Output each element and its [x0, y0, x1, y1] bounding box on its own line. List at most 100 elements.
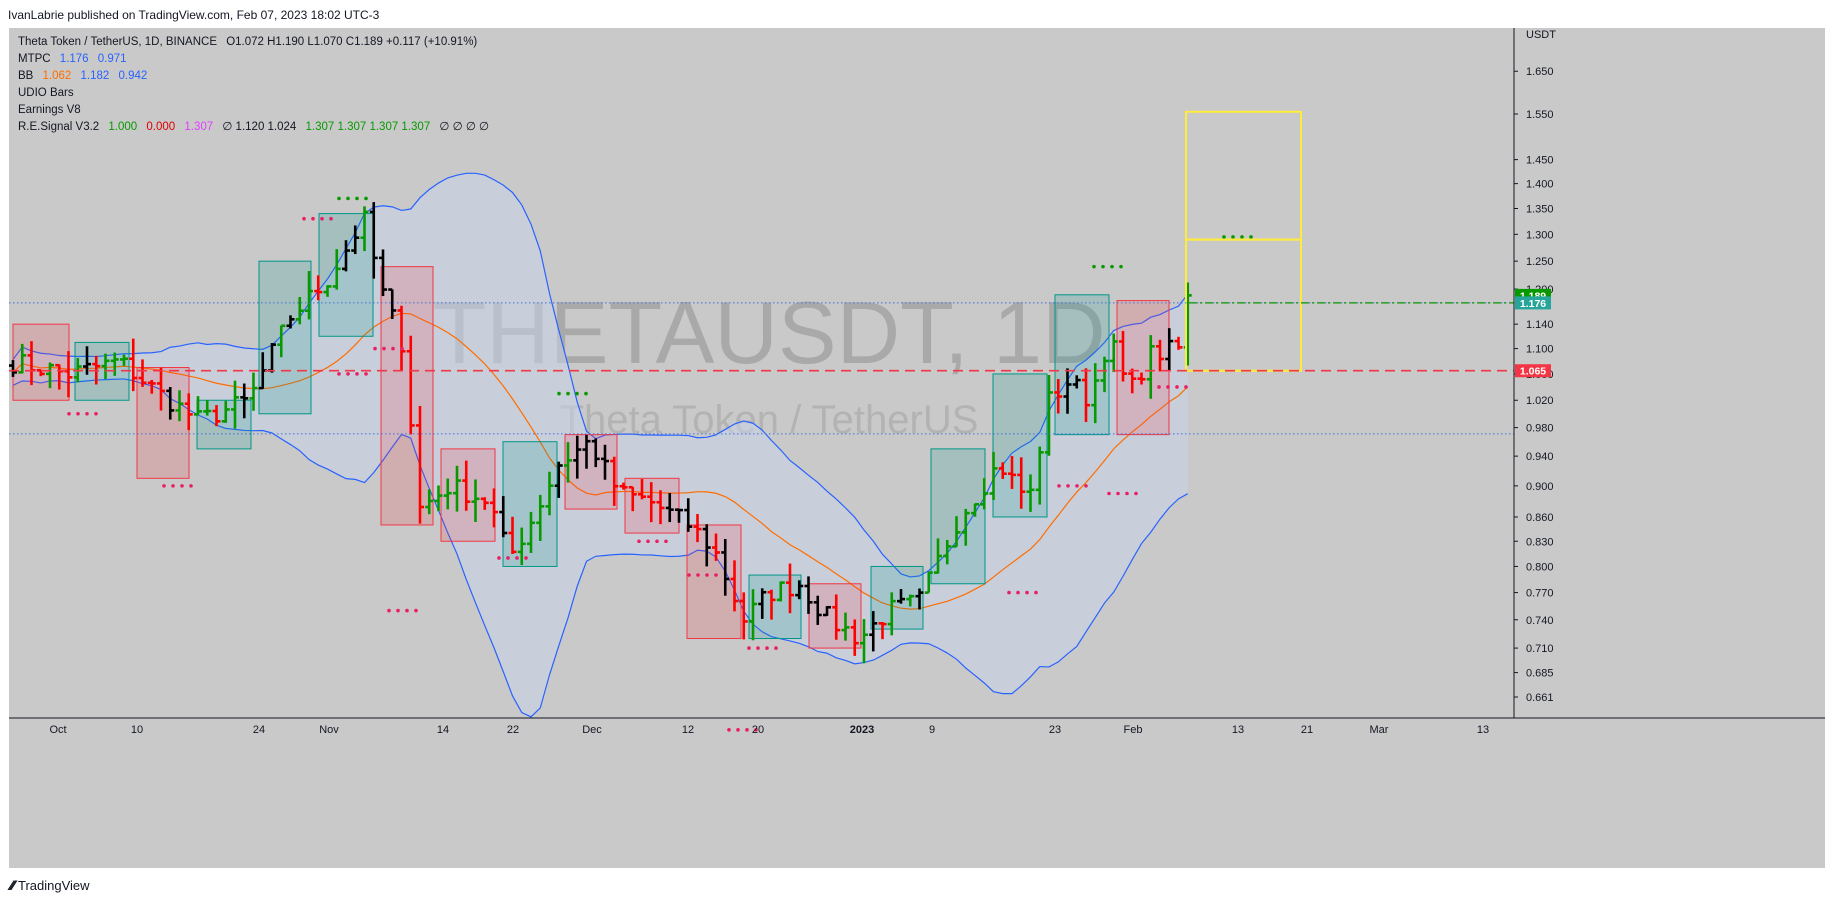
price-bar — [610, 456, 619, 506]
price-bar — [351, 225, 360, 255]
price-bar — [758, 588, 767, 619]
price-bar — [693, 514, 702, 543]
price-chart[interactable]: THETAUSDT, 1D Theta Token / TetherUS USD… — [9, 28, 1825, 868]
signal-box-1 — [74, 341, 130, 401]
price-bar — [1082, 368, 1090, 423]
signal-dot — [705, 573, 709, 577]
signal-dot — [524, 556, 528, 560]
y-tick-label: 1.140 — [1526, 319, 1554, 331]
level-lines — [9, 110, 1514, 435]
price-bar — [110, 352, 119, 376]
x-tick-label: 13 — [1232, 724, 1244, 736]
x-tick-label: 21 — [1301, 724, 1313, 736]
signal-dot — [387, 608, 391, 613]
price-bar — [416, 405, 424, 524]
price-bar — [240, 383, 249, 419]
legend-bb-v1: 1.062 — [42, 70, 72, 82]
signal-dot — [747, 646, 751, 650]
legend-symbol-row[interactable]: Theta Token / TetherUS, 1D, BINANCE O1.0… — [18, 34, 495, 51]
price-bar — [869, 611, 878, 652]
price-bar — [628, 485, 637, 512]
price-bar — [675, 508, 683, 523]
price-bar — [147, 380, 156, 394]
signal-dot — [76, 411, 80, 416]
price-bar — [129, 338, 138, 392]
price-bar — [619, 482, 628, 490]
price-bar — [406, 335, 415, 435]
price-bar — [924, 571, 933, 594]
price-bar — [952, 516, 961, 548]
y-tick-label: 0.900 — [1526, 481, 1554, 493]
y-tick-label: 1.100 — [1526, 344, 1554, 356]
y-tick-label: 0.770 — [1526, 588, 1554, 600]
price-label-tag: 1.065 — [1515, 364, 1551, 378]
signal-dot — [687, 573, 691, 577]
signal-dot — [311, 216, 315, 221]
x-tick-label: 12 — [682, 724, 694, 736]
price-bar — [712, 533, 720, 561]
legend-bb-row[interactable]: BB 1.062 1.182 0.942 — [18, 68, 495, 85]
signal-dot — [745, 728, 749, 732]
price-bar — [684, 498, 693, 532]
signal-dot — [664, 539, 668, 544]
x-tick-label: Mar — [1370, 724, 1389, 736]
bb-basis-line — [12, 312, 1189, 610]
price-bar — [980, 478, 989, 510]
price-bar — [934, 538, 942, 574]
legend-bb-name: BB — [18, 70, 34, 82]
signal-dot — [1157, 385, 1161, 389]
legend-earnings-row[interactable]: Earnings V8 — [18, 102, 495, 119]
legend-mtpc-v1: 1.176 — [59, 53, 89, 65]
price-bar — [897, 589, 905, 604]
price-bar — [184, 393, 193, 431]
legend-resignal-name: R.E.Signal V3.2 — [18, 121, 100, 133]
legend-resignal-a: 1.000 — [108, 121, 138, 133]
signal-dot — [1092, 264, 1096, 269]
price-bar — [434, 485, 443, 512]
x-tick-label: Oct — [49, 724, 66, 736]
y-tick-label: 0.661 — [1526, 692, 1554, 704]
tradingview-logo[interactable]: ⁄⁄⁄ TradingView — [10, 877, 90, 893]
price-bar — [527, 511, 535, 553]
legend-mtpc-row[interactable]: MTPC 1.176 0.971 — [18, 51, 495, 68]
price-bar — [730, 560, 739, 612]
x-tick-label: 13 — [1477, 724, 1489, 736]
price-bar — [601, 444, 609, 480]
signal-dot — [180, 484, 184, 488]
price-bar — [9, 360, 17, 377]
price-bar — [194, 396, 202, 416]
price-bar — [212, 405, 221, 427]
signal-dot — [1222, 235, 1226, 239]
legend-resignal-row[interactable]: R.E.Signal V3.2 1.000 0.000 1.307 ∅ 1.12… — [18, 119, 495, 136]
signal-dot — [337, 372, 341, 376]
signal-dot — [405, 608, 409, 613]
price-bar — [453, 465, 461, 512]
x-tick-label: 20 — [752, 724, 764, 736]
signal-dot — [373, 346, 377, 351]
signal-dot — [346, 372, 350, 376]
signal-box-14 — [870, 565, 924, 630]
price-bar — [1156, 339, 1164, 372]
signal-dot — [396, 608, 400, 613]
bb-upper-line — [12, 172, 1189, 578]
legend-mtpc-name: MTPC — [18, 53, 51, 65]
price-label-bg — [1515, 364, 1551, 378]
legend-bb-v2: 1.182 — [80, 70, 110, 82]
signal-dot — [557, 391, 561, 396]
price-bar — [249, 372, 258, 411]
legend-udio-row[interactable]: UDIO Bars — [18, 85, 495, 102]
signal-dot — [320, 216, 324, 221]
price-bar — [120, 354, 128, 366]
legend-resignal-rest: ∅ 1.120 1.024 — [222, 121, 297, 133]
price-bar — [582, 434, 591, 469]
legend-bb-v3: 0.942 — [118, 70, 148, 82]
legend-earnings: Earnings V8 — [18, 104, 81, 116]
y-tick-label: 0.940 — [1526, 451, 1554, 463]
signal-dot — [1184, 385, 1188, 389]
price-bar — [36, 368, 45, 377]
signal-dot — [1134, 491, 1138, 496]
x-tick-label: 2023 — [850, 724, 874, 736]
signal-dot — [754, 728, 758, 732]
signal-box-12 — [748, 574, 802, 640]
price-bar — [1017, 457, 1026, 509]
